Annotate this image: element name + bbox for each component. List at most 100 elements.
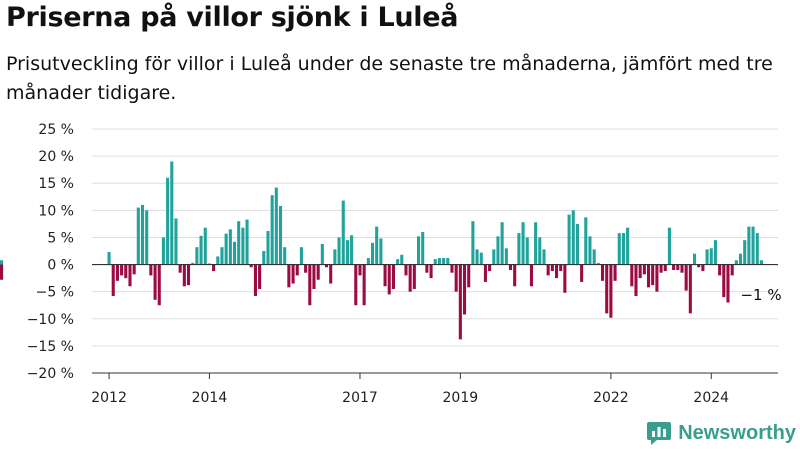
bar [667,227,671,265]
bar [186,264,191,286]
y-tick-label: −5 % [36,285,74,301]
bar [437,258,441,265]
bar [274,187,278,265]
bar [329,264,333,284]
bar [383,264,387,287]
bar [713,240,717,265]
bar [362,264,366,306]
x-axis [92,263,778,374]
bar [115,264,119,281]
bar [182,264,186,287]
x-axis-ticks: 2012 2014 2017 2019 2022 2024 [91,373,729,406]
bar [387,264,391,295]
bar [408,264,412,292]
bar [166,177,170,265]
bar [743,240,747,265]
bar [253,264,257,297]
x-tick-label: 2012 [91,390,127,406]
bar [617,233,621,265]
bar [663,264,667,272]
bar [755,233,759,265]
bar [111,264,115,297]
bar [626,227,630,265]
bar [425,264,429,273]
y-tick-label: −20 % [27,366,74,382]
bar [596,262,600,265]
bar [136,207,140,265]
bar [258,264,262,289]
bar [722,264,726,298]
y-tick-label: 5 % [47,230,74,246]
bar [145,210,149,265]
bar [621,233,625,265]
bar [529,264,533,287]
bar [680,264,684,273]
bar [446,258,450,265]
bar [312,264,316,289]
bar [107,252,111,265]
bar [697,264,701,268]
bar [421,232,425,265]
bar [299,247,303,265]
y-tick-label: −10 % [27,312,74,328]
bar [571,210,575,265]
bar [567,214,571,265]
bar [400,254,404,265]
bar [588,236,592,265]
bar [688,264,692,314]
bar [508,264,513,270]
bar [287,264,291,288]
bar [220,247,224,265]
bar [513,264,517,287]
gridlines [92,128,778,374]
bar [646,264,651,288]
bar [308,264,312,306]
bar [462,264,467,315]
bar [199,235,203,265]
bar [417,236,421,265]
bar [475,249,479,265]
bar [504,248,508,265]
y-tick-label: 10 % [38,203,74,219]
bar [751,226,755,265]
bar [759,260,763,265]
bar [128,264,132,287]
bar [575,223,579,265]
bar [375,226,379,265]
bar [370,242,375,265]
bar [174,218,178,265]
bar [559,264,563,272]
bar [609,264,613,318]
bar [270,195,274,265]
bar [467,264,471,288]
bar [249,264,253,268]
bar [659,264,663,273]
bar [324,264,329,268]
bar [140,204,145,265]
x-tick-label: 2019 [443,390,479,406]
bar [701,264,705,272]
brand-name: Newsworthy [678,421,796,444]
bar [538,237,542,265]
bar [354,264,358,306]
bar [237,221,241,265]
chart-title: Priserna på villor sjönk i Luleå [6,2,459,33]
y-axis-ticks: 25 % 20 % 15 % 10 % 5 % 0 % −5 % −10 % −15 % −20 … [27,122,74,382]
y-tick-label: −15 % [27,339,74,355]
bar [337,237,341,265]
bar [262,251,266,265]
bar [178,264,182,273]
bar [241,227,245,265]
bar [517,233,521,265]
bar [676,264,680,270]
bar [638,264,642,279]
bar [580,264,584,282]
bar [304,264,308,273]
bar [149,264,153,276]
newsworthy-logo-icon [647,422,672,445]
bar [730,264,734,276]
bar [320,243,324,265]
y-tick-label: 0 % [47,258,74,274]
newsworthy-brand: Newsworthy [646,420,796,446]
